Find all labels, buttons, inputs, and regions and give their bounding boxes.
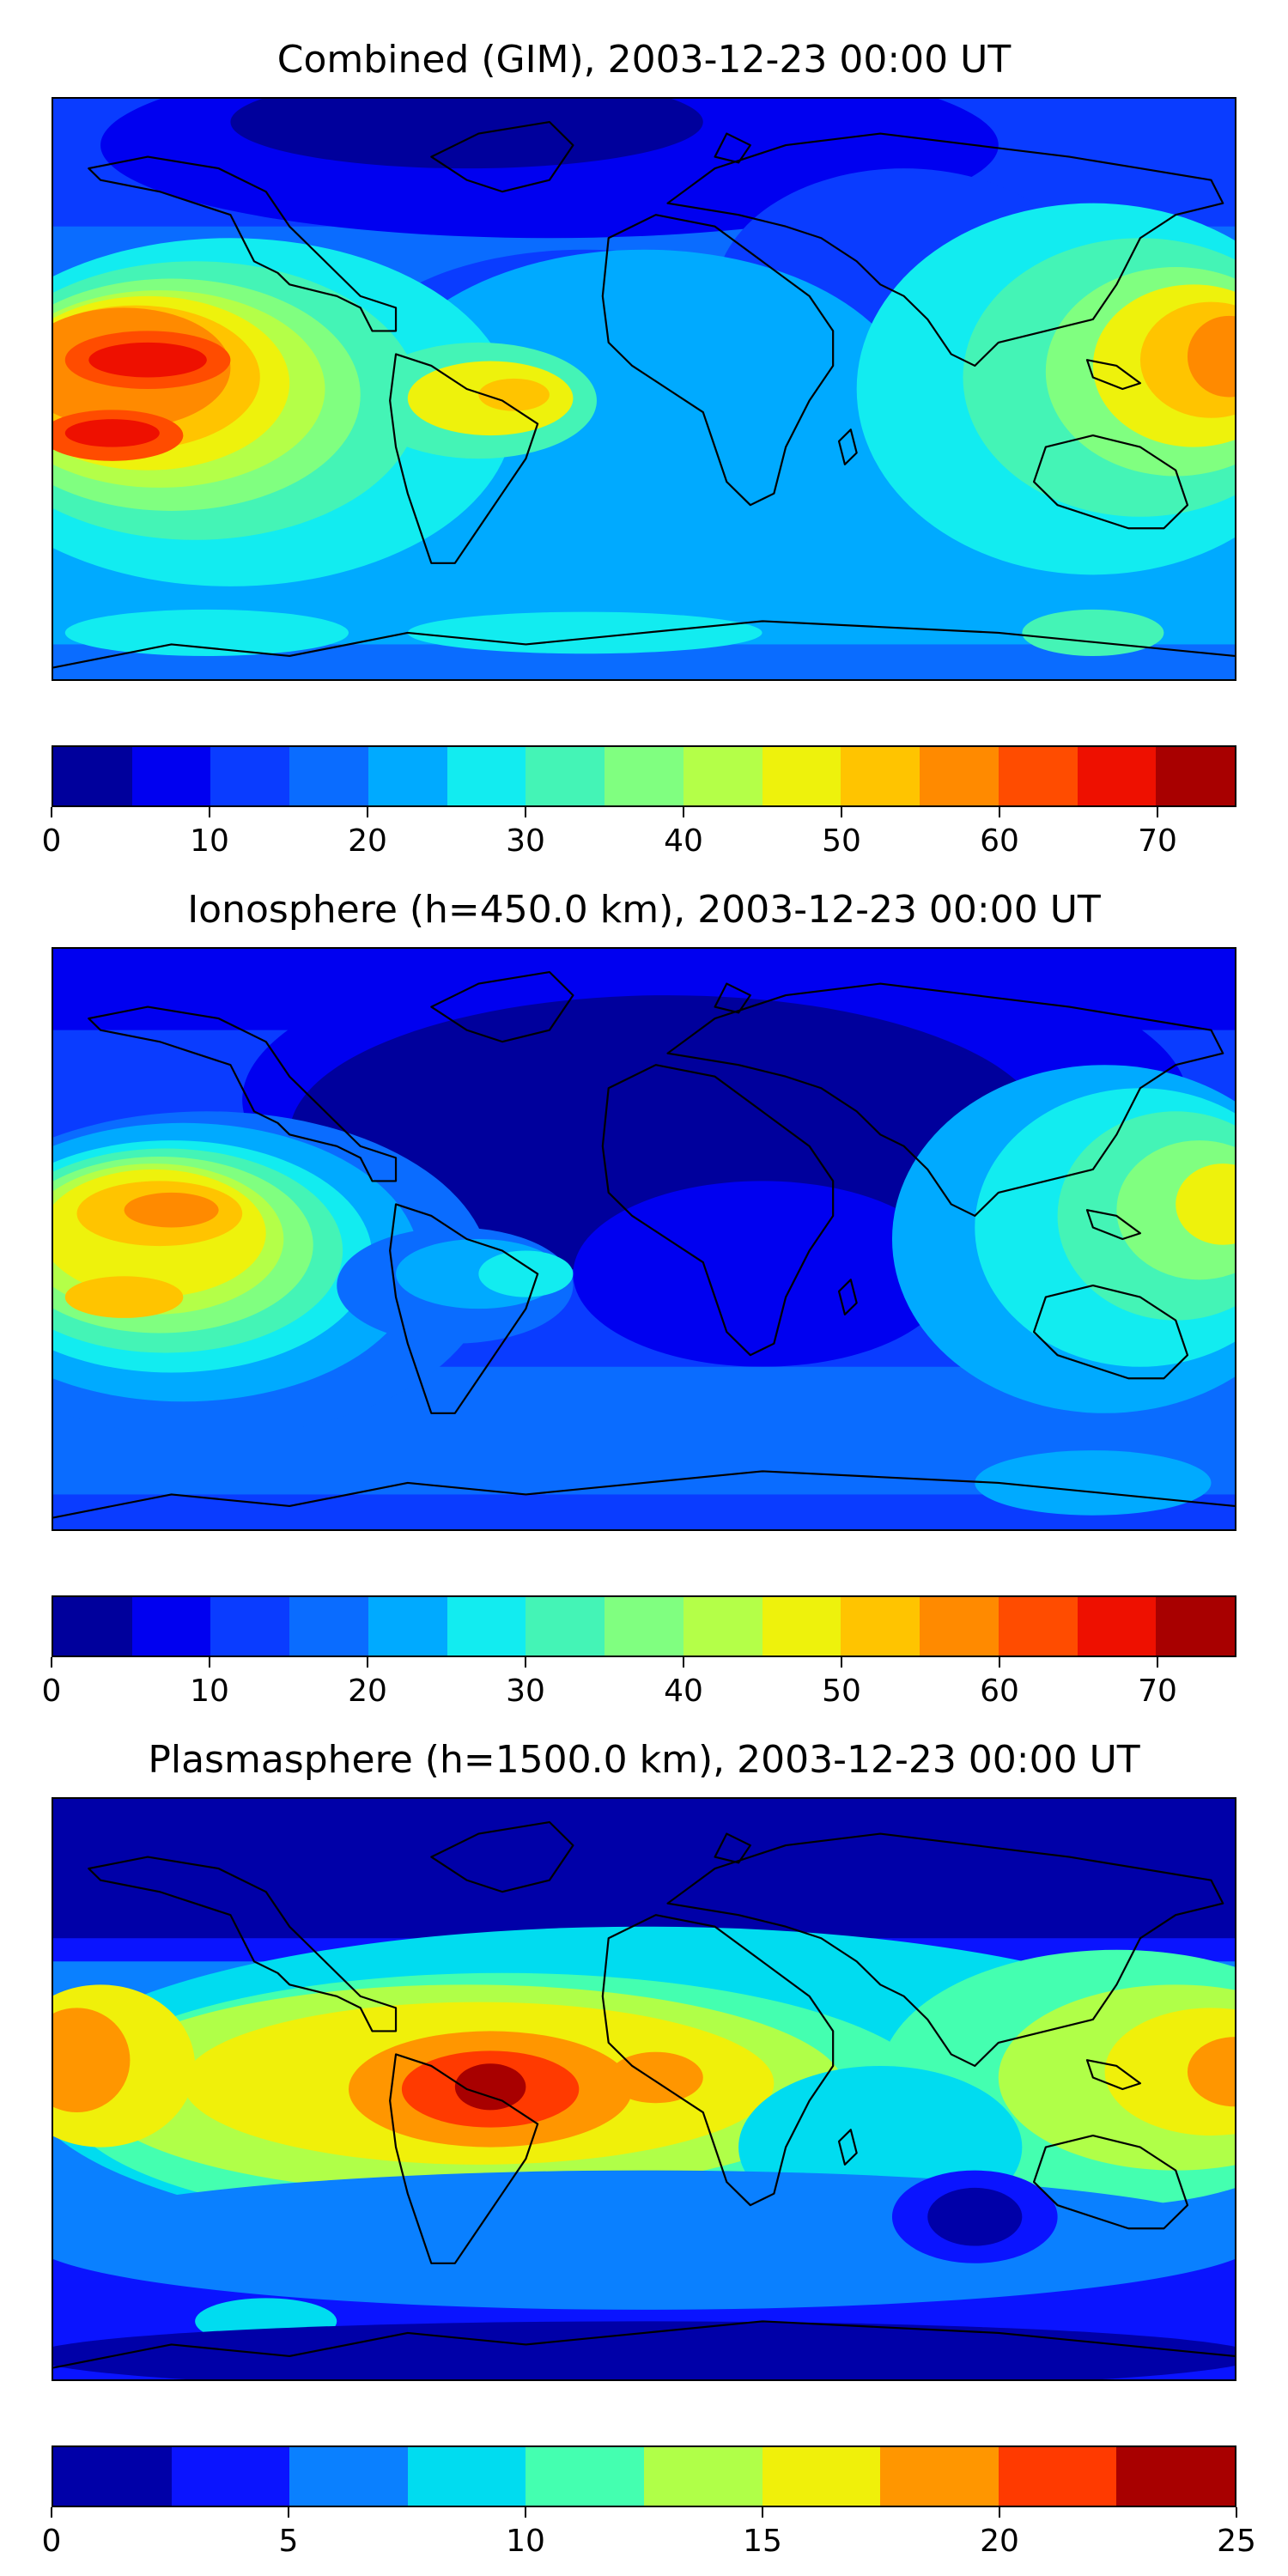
panel-1-colorbar <box>52 745 1236 807</box>
panel-3-colorbar-segment <box>1116 2447 1235 2506</box>
panel-1-colorbar-segment <box>1077 747 1157 805</box>
panel-1-colorbar-segment <box>920 747 999 805</box>
panel-2-colorbar-segment <box>53 1597 132 1656</box>
panel-1-title: Combined (GIM), 2003-12-23 00:00 UT <box>276 38 1012 82</box>
colorbar-tick <box>367 1657 368 1668</box>
panel-2-contour-field <box>53 949 1235 1529</box>
panel-2-map <box>52 947 1236 1531</box>
colorbar-tick-label: 25 <box>1217 2524 1256 2559</box>
panel-2-colorbar-segment <box>368 1597 447 1656</box>
panel-1-colorbar-segment <box>998 747 1078 805</box>
panel-2-colorbar-segment <box>605 1597 683 1656</box>
colorbar-tick <box>367 807 368 817</box>
colorbar-tick-label: 20 <box>980 2524 1019 2559</box>
panel-1-colorbar-segment <box>841 747 920 805</box>
colorbar-tick-label: 20 <box>348 1674 387 1709</box>
colorbar-tick <box>525 1657 526 1668</box>
colorbar-tick <box>841 807 842 817</box>
panel-2-colorbar-ticks: 0 10 20 30 40 50 60 70 <box>42 1657 1236 1717</box>
panel-1-colorbar-segment <box>762 747 841 805</box>
panel-2-colorbar-segment <box>998 1597 1078 1656</box>
colorbar-tick <box>209 1657 210 1668</box>
colorbar-tick-label: 60 <box>980 1674 1019 1709</box>
colorbar-tick-label: 40 <box>664 823 703 859</box>
panel-1-map <box>52 97 1236 681</box>
colorbar-tick <box>683 807 684 817</box>
colorbar-tick <box>683 1657 684 1668</box>
panel-1-colorbar-segment <box>1156 747 1235 805</box>
panel-2-colorbar-segment <box>447 1597 526 1656</box>
colorbar-tick-label: 70 <box>1138 823 1177 859</box>
colorbar-tick <box>51 1657 52 1668</box>
panel-2-colorbar-segment <box>526 1597 605 1656</box>
colorbar-tick <box>525 2507 526 2518</box>
panel-1-colorbar-segment <box>683 747 762 805</box>
panel-1-colorbar-segment <box>53 747 132 805</box>
panel-1-colorbar-segment <box>131 747 211 805</box>
colorbar-tick <box>999 2507 1000 2518</box>
panel-1-colorbar-segment <box>447 747 526 805</box>
colorbar-tick-label: 0 <box>41 2524 62 2559</box>
panel-3-colorbar-ticks: 0 5 10 15 20 25 <box>42 2507 1256 2567</box>
colorbar-tick <box>51 807 52 817</box>
colorbar-tick <box>841 1657 842 1668</box>
colorbar-tick-label: 30 <box>506 823 545 859</box>
colorbar-tick <box>525 807 526 817</box>
panel-3-colorbar <box>52 2445 1236 2507</box>
colorbar-tick <box>51 2507 52 2518</box>
colorbar-tick-label: 20 <box>348 823 387 859</box>
colorbar-tick <box>1157 1657 1158 1668</box>
panel-3-title: Plasmasphere (h=1500.0 km), 2003-12-23 0… <box>148 1738 1140 1782</box>
colorbar-tick-label: 50 <box>822 823 861 859</box>
panel-1-colorbar-ticks: 0 10 20 30 40 50 60 70 <box>42 807 1236 867</box>
panel-1-colorbar-segment <box>605 747 683 805</box>
panel-2-colorbar-segment <box>841 1597 920 1656</box>
panel-2-colorbar <box>52 1595 1236 1657</box>
panel-2-colorbar-segment <box>131 1597 211 1656</box>
panel-3-colorbar-segment <box>880 2447 999 2506</box>
panel-1-colorbar-segment <box>289 747 368 805</box>
colorbar-tick <box>1157 807 1158 817</box>
colorbar-tick-label: 70 <box>1138 1674 1177 1709</box>
panel-2-colorbar-segment <box>920 1597 999 1656</box>
panel-3-colorbar-segment <box>762 2447 881 2506</box>
colorbar-tick <box>1236 2507 1237 2518</box>
panel-2-colorbar-segment <box>1077 1597 1157 1656</box>
panel-3-colorbar-segment <box>171 2447 290 2506</box>
colorbar-tick-label: 30 <box>506 1674 545 1709</box>
panel-3-contour-field <box>53 1799 1235 2379</box>
colorbar-tick <box>762 2507 763 2518</box>
panel-3-map <box>52 1797 1236 2381</box>
panel-1-contour-field <box>53 99 1235 679</box>
colorbar-tick-label: 5 <box>278 2524 299 2559</box>
colorbar-tick <box>209 807 210 817</box>
panel-3-colorbar-segment <box>407 2447 526 2506</box>
panel-3-colorbar-segment <box>526 2447 644 2506</box>
colorbar-tick <box>999 1657 1000 1668</box>
panel-2-title: Ionosphere (h=450.0 km), 2003-12-23 00:0… <box>187 888 1101 932</box>
colorbar-tick-label: 0 <box>41 823 62 859</box>
panel-3-colorbar-segment <box>998 2447 1117 2506</box>
colorbar-tick-label: 0 <box>41 1674 62 1709</box>
colorbar-tick-label: 10 <box>506 2524 545 2559</box>
panel-3-colorbar-segment <box>289 2447 408 2506</box>
colorbar-tick-label: 40 <box>664 1674 703 1709</box>
colorbar-tick <box>999 807 1000 817</box>
panel-2-colorbar-segment <box>210 1597 290 1656</box>
panel-3-colorbar-segment <box>643 2447 762 2506</box>
panel-1-colorbar-segment <box>210 747 290 805</box>
panel-2-colorbar-segment <box>683 1597 762 1656</box>
panel-2-colorbar-segment <box>1156 1597 1235 1656</box>
colorbar-tick-label: 15 <box>743 2524 782 2559</box>
colorbar-tick-label: 10 <box>190 823 229 859</box>
panel-1-colorbar-segment <box>526 747 605 805</box>
colorbar-tick-label: 50 <box>822 1674 861 1709</box>
colorbar-tick <box>288 2507 289 2518</box>
panel-3-colorbar-segment <box>53 2447 172 2506</box>
panel-1-colorbar-segment <box>368 747 447 805</box>
panel-2-colorbar-segment <box>762 1597 841 1656</box>
colorbar-tick-label: 10 <box>190 1674 229 1709</box>
colorbar-tick-label: 60 <box>980 823 1019 859</box>
panel-2-colorbar-segment <box>289 1597 368 1656</box>
